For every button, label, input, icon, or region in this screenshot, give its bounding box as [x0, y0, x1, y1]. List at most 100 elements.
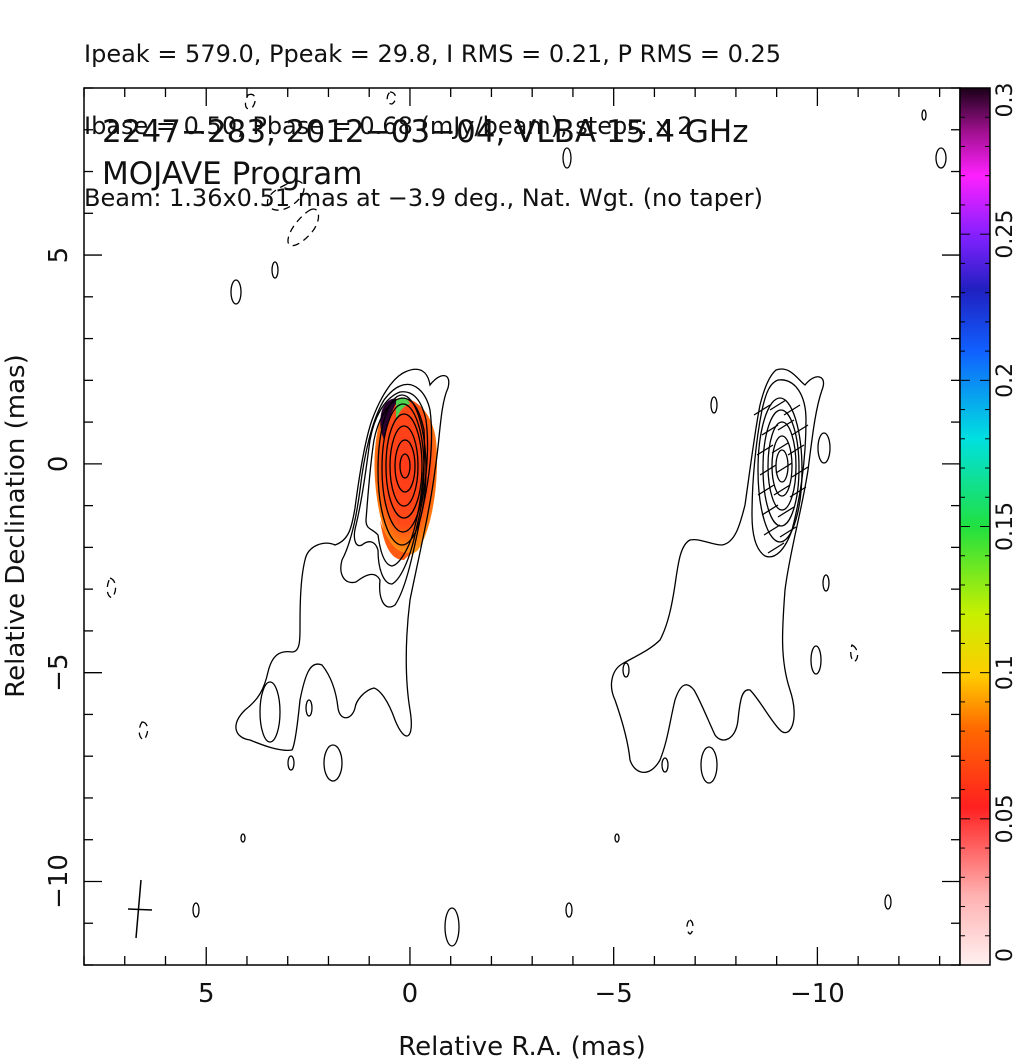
left-contour-outer — [235, 368, 450, 751]
left-jet-blob-4 — [287, 755, 295, 771]
polarization-vector — [761, 504, 779, 516]
y-tick-label: −5 — [44, 654, 74, 692]
polarization-vector — [769, 399, 787, 411]
left-jet-blob-1 — [259, 681, 281, 743]
right-noise-4 — [661, 757, 669, 773]
colorbar-tick-label: 0.05 — [993, 794, 1018, 843]
right-jet-blob-1 — [700, 746, 718, 784]
neg-contour-8 — [850, 644, 859, 663]
left-noise-1 — [230, 279, 242, 305]
polarization-vector — [759, 464, 777, 476]
polarization-vector — [757, 484, 775, 496]
panel-title: 2247−283, 2012−03−04, VLBA 15.4 GHz — [102, 114, 748, 150]
right-noise-3 — [822, 574, 830, 592]
neg-contour-2 — [287, 208, 320, 247]
header-line-3: Beam: 1.36x0.51 mas at −3.9 deg., Nat. W… — [84, 184, 763, 212]
x-axis: 5 0 −5 −10 — [83, 88, 941, 1009]
left-contour-5 — [377, 394, 427, 546]
right-noise-7 — [884, 894, 892, 910]
polarization-vector — [767, 542, 785, 554]
polarization-vector — [761, 424, 779, 436]
left-contour-6 — [381, 403, 425, 533]
beam-minor-axis — [127, 908, 153, 911]
colorbar-tick-label: 0.1 — [993, 655, 1018, 690]
right-contour-outer — [610, 368, 825, 774]
colorbar-tick-label: 0.25 — [993, 210, 1018, 259]
colorbar-tick-label: 0.2 — [993, 363, 1018, 398]
right-jet-blob-2 — [817, 432, 831, 464]
right-noise-6 — [935, 147, 947, 169]
neg-contour-6 — [138, 721, 149, 741]
polarization-vector — [775, 462, 793, 474]
left-contour-3 — [353, 391, 429, 585]
left-contour-8 — [389, 425, 419, 507]
x-tick-label: −10 — [790, 979, 845, 1009]
neg-contour-5 — [106, 577, 117, 599]
left-noise-6 — [565, 902, 573, 918]
left-noise-4 — [444, 907, 460, 947]
left-noise-5 — [562, 147, 572, 169]
right-contour-5 — [767, 421, 797, 511]
y-axis-label: Relative Declination (mas) — [1, 354, 31, 697]
polarization-vectors — [753, 399, 809, 554]
neg-contour-4 — [386, 91, 397, 105]
polarization-vector — [787, 444, 805, 456]
polarization-vector — [756, 444, 774, 456]
pol-fill-edge — [380, 398, 398, 440]
colorbar-tick-label: 0.3 — [993, 83, 1018, 118]
y-tick-label: 5 — [44, 247, 74, 264]
left-contour-9 — [394, 439, 416, 493]
polarization-vector — [783, 404, 801, 416]
left-contour-10 — [399, 453, 411, 479]
left-noise-7 — [240, 833, 246, 843]
right-noise-1 — [710, 396, 718, 414]
y-tick-label: −10 — [44, 854, 74, 909]
x-tick-label: −5 — [595, 979, 633, 1009]
pol-fill-green — [396, 397, 410, 422]
left-noise-3 — [192, 902, 200, 918]
right-noise-9 — [614, 833, 620, 843]
x-tick-label: 5 — [198, 979, 215, 1009]
colorbar-tick-label: 0 — [993, 948, 1018, 962]
left-jet-blob-3 — [305, 699, 313, 717]
colorbar-ticks: 0 0.05 0.1 0.15 0.2 0.25 0.3 — [960, 83, 1018, 966]
polarization-vector — [777, 419, 795, 431]
polarization-vector — [777, 506, 795, 518]
right-noise-5 — [622, 662, 630, 678]
polarization-vector — [771, 442, 789, 454]
x-axis-label: Relative R.A. (mas) — [398, 1032, 645, 1061]
header-line-1: Ipeak = 579.0, Ppeak = 29.8, I RMS = 0.2… — [84, 40, 782, 68]
polarization-vector — [773, 484, 791, 496]
x-tick-label: 0 — [402, 979, 419, 1009]
right-noise-2 — [810, 645, 822, 675]
polarization-vector — [763, 524, 781, 536]
left-jet-blob-2 — [323, 744, 343, 782]
colorbar-tick-label: 0.15 — [993, 502, 1018, 551]
plot-frame — [83, 87, 961, 966]
right-noise-8 — [921, 109, 927, 121]
panel-subtitle: MOJAVE Program — [102, 156, 362, 192]
polarization-vector — [791, 466, 809, 478]
negative-contours — [106, 91, 859, 935]
y-tick-label: 0 — [44, 456, 74, 473]
beam-marker — [127, 879, 153, 939]
plot-header: Ipeak = 579.0, Ppeak = 29.8, I RMS = 0.2… — [84, 0, 781, 234]
neg-contour-3 — [244, 93, 256, 110]
polarization-vector — [789, 486, 807, 498]
left-contours — [192, 147, 573, 947]
left-contour-2 — [340, 383, 433, 608]
neg-contour-7 — [686, 919, 694, 935]
polarization-vector — [753, 404, 771, 416]
right-contour-6 — [771, 435, 793, 497]
left-noise-2 — [271, 261, 279, 279]
right-contour-4 — [762, 409, 800, 527]
polarization-vector — [791, 424, 809, 436]
neg-contour-1 — [266, 180, 305, 211]
pol-fill-lower — [380, 520, 412, 560]
left-contour-7 — [385, 413, 423, 519]
polarization-vector — [779, 526, 797, 538]
y-axis: 5 0 −5 −10 — [44, 87, 960, 966]
header-line-2: Ibase = 0.50, Pbase = 0.68 (mJy/beam), s… — [84, 112, 693, 140]
right-contours — [610, 109, 947, 910]
